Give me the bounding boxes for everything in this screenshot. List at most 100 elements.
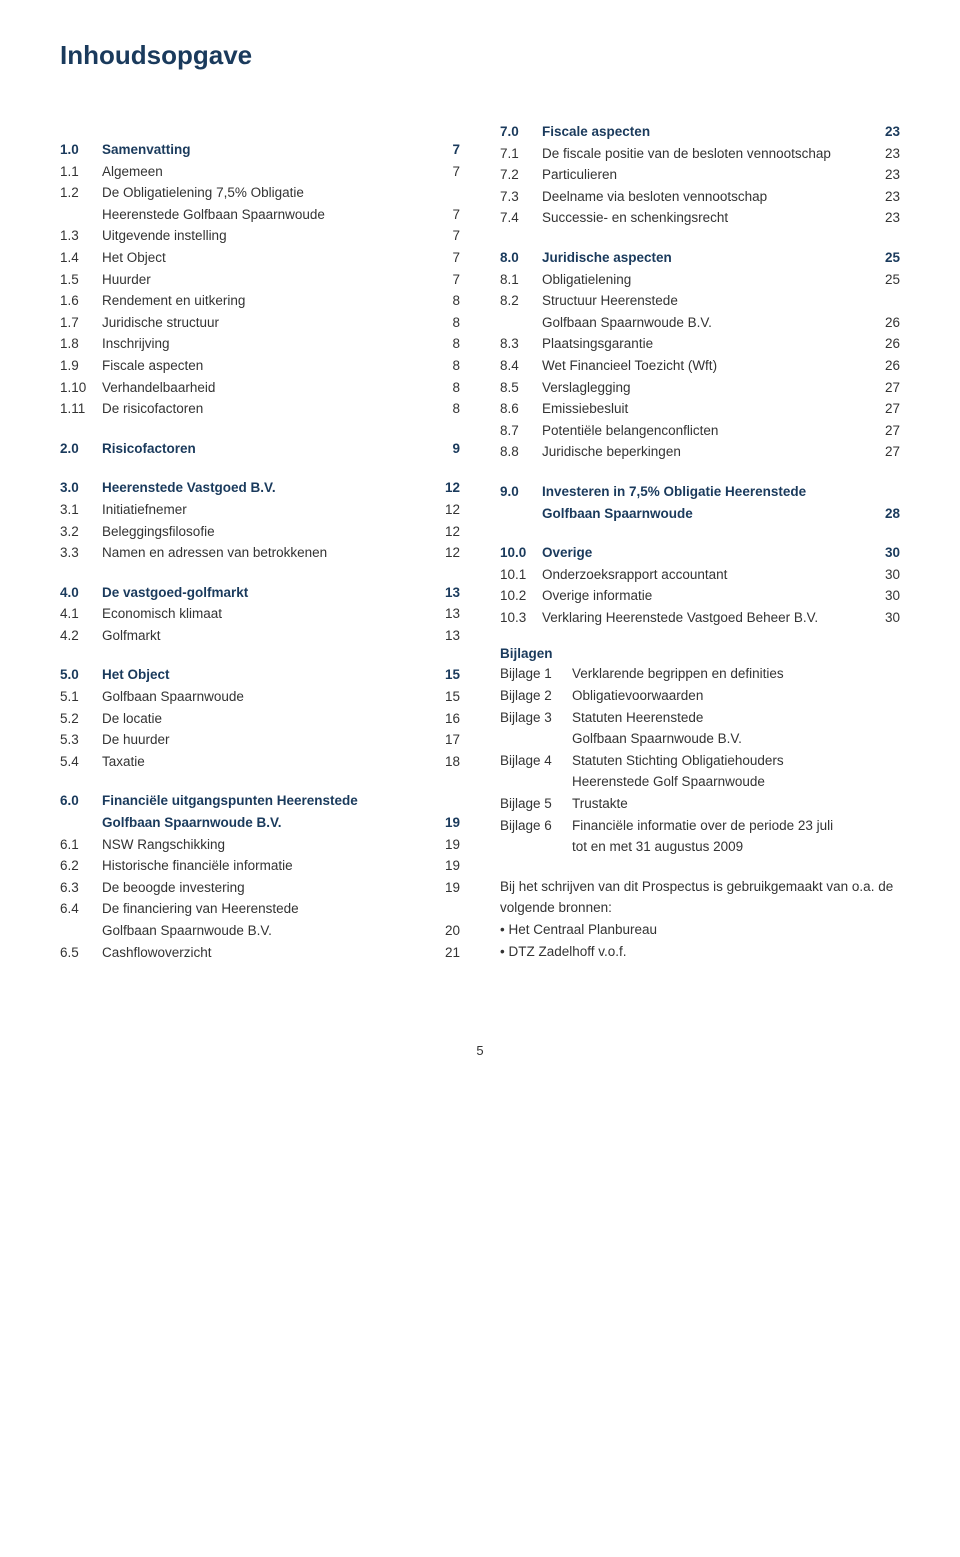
toc-entry-row: 1.6Rendement en uitkering8 [60, 290, 460, 312]
bijlage-number: Bijlage 6 [500, 815, 572, 837]
toc-label: Golfbaan Spaarnwoude [542, 503, 876, 525]
toc-number: 1.9 [60, 355, 102, 377]
toc-label: Emissiebesluit [542, 398, 876, 420]
toc-number: 1.0 [60, 139, 102, 161]
toc-page: 25 [876, 247, 900, 269]
bijlage-row: Bijlage 3Statuten Heerenstede [500, 707, 900, 729]
toc-label: Verslaglegging [542, 377, 876, 399]
toc-page: 27 [876, 398, 900, 420]
toc-page: 8 [436, 290, 460, 312]
toc-label: Taxatie [102, 751, 436, 773]
toc-entry-row: 4.1Economisch klimaat13 [60, 603, 460, 625]
toc-number: 5.2 [60, 708, 102, 730]
toc-entry-row: 5.3De huurder17 [60, 729, 460, 751]
toc-entry-row: 1.3Uitgevende instelling7 [60, 225, 460, 247]
toc-section-row: 8.0Juridische aspecten25 [500, 247, 900, 269]
toc-label: De vastgoed-golfmarkt [102, 582, 436, 604]
toc-entry-row: 8.2Structuur Heerenstede [500, 290, 900, 312]
toc-section-row: 9.0Investeren in 7,5% Obligatie Heerenst… [500, 481, 900, 503]
toc-number: 5.4 [60, 751, 102, 773]
toc-label: Cashflowoverzicht [102, 942, 436, 964]
toc-number: 3.2 [60, 521, 102, 543]
toc-page: 23 [876, 143, 900, 165]
bijlage-row: tot en met 31 augustus 2009 [500, 836, 900, 858]
toc-section-row: 7.0Fiscale aspecten23 [500, 121, 900, 143]
toc-label: Initiatiefnemer [102, 499, 436, 521]
bijlage-number: Bijlage 4 [500, 750, 572, 772]
bijlage-number [500, 728, 572, 750]
toc-section-row: 5.0Het Object15 [60, 664, 460, 686]
toc-entry-row: 7.4Successie- en schenkingsrecht23 [500, 207, 900, 229]
toc-number: 8.8 [500, 441, 542, 463]
toc-label: Samenvatting [102, 139, 436, 161]
toc-number: 1.4 [60, 247, 102, 269]
toc-label: Heerenstede Vastgoed B.V. [102, 477, 436, 499]
toc-entry-row: 5.4Taxatie18 [60, 751, 460, 773]
toc-section-row: 10.0Overige30 [500, 542, 900, 564]
toc-entry-row: 8.3Plaatsingsgarantie26 [500, 333, 900, 355]
toc-page: 28 [876, 503, 900, 525]
toc-label: De risicofactoren [102, 398, 436, 420]
toc-label: Beleggingsfilosofie [102, 521, 436, 543]
toc-number: 1.8 [60, 333, 102, 355]
toc-entry-row: 8.4Wet Financieel Toezicht (Wft)26 [500, 355, 900, 377]
toc-number: 10.3 [500, 607, 542, 629]
toc-page: 23 [876, 186, 900, 208]
toc-number: 9.0 [500, 481, 542, 503]
toc-label: Historische financiële informatie [102, 855, 436, 877]
toc-number: 5.3 [60, 729, 102, 751]
toc-entry-row: 10.2Overige informatie30 [500, 585, 900, 607]
toc-label: Golfbaan Spaarnwoude [102, 686, 436, 708]
toc-page: 12 [436, 477, 460, 499]
toc-label: De locatie [102, 708, 436, 730]
toc-entry-row: Heerenstede Golfbaan Spaarnwoude7 [60, 204, 460, 226]
toc-entry-row: 7.2Particulieren23 [500, 164, 900, 186]
toc-entry-row: 1.9Fiscale aspecten8 [60, 355, 460, 377]
toc-page: 13 [436, 603, 460, 625]
bijlage-row: Golfbaan Spaarnwoude B.V. [500, 728, 900, 750]
bijlage-number: Bijlage 5 [500, 793, 572, 815]
bijlage-label: Trustakte [572, 793, 900, 815]
toc-entry-row: 1.10Verhandelbaarheid8 [60, 377, 460, 399]
toc-page: 15 [436, 664, 460, 686]
toc-number: 8.7 [500, 420, 542, 442]
toc-number: 6.4 [60, 898, 102, 920]
toc-entry-row: 4.2Golfmarkt13 [60, 625, 460, 647]
toc-entry-row: Golfbaan Spaarnwoude B.V.26 [500, 312, 900, 334]
bijlage-row: Bijlage 2Obligatievoorwaarden [500, 685, 900, 707]
toc-number: 6.2 [60, 855, 102, 877]
toc-page: 26 [876, 355, 900, 377]
bijlage-label: Financiële informatie over de periode 23… [572, 815, 900, 837]
toc-number: 6.0 [60, 790, 102, 812]
toc-label: Particulieren [542, 164, 876, 186]
toc-entry-row: 10.1Onderzoeksrapport accountant30 [500, 564, 900, 586]
toc-label: NSW Rangschikking [102, 834, 436, 856]
toc-page: 18 [436, 751, 460, 773]
toc-label: Fiscale aspecten [542, 121, 876, 143]
toc-entry-row: 1.2De Obligatielening 7,5% Obligatie [60, 182, 460, 204]
toc-number: 5.0 [60, 664, 102, 686]
toc-page: 8 [436, 312, 460, 334]
toc-number: 8.5 [500, 377, 542, 399]
toc-entry-row: 3.2Beleggingsfilosofie12 [60, 521, 460, 543]
toc-number: 4.1 [60, 603, 102, 625]
toc-number: 8.1 [500, 269, 542, 291]
toc-number: 1.6 [60, 290, 102, 312]
toc-section-row: 1.0Samenvatting7 [60, 139, 460, 161]
toc-page: 19 [436, 855, 460, 877]
toc-label: Golfmarkt [102, 625, 436, 647]
toc-page: 23 [876, 121, 900, 143]
bijlage-row: Bijlage 6Financiële informatie over de p… [500, 815, 900, 837]
toc-number: 8.2 [500, 290, 542, 312]
toc-number: 7.0 [500, 121, 542, 143]
toc-number: 1.11 [60, 398, 102, 420]
toc-entry-row: 1.7Juridische structuur8 [60, 312, 460, 334]
toc-entry-row: 6.5Cashflowoverzicht21 [60, 942, 460, 964]
toc-label: Namen en adressen van betrokkenen [102, 542, 436, 564]
toc-label: Potentiële belangenconflicten [542, 420, 876, 442]
toc-label: Overige informatie [542, 585, 876, 607]
toc-label: Golfbaan Spaarnwoude B.V. [102, 812, 436, 834]
toc-section-row: 6.0Financiële uitgangspunten Heerenstede [60, 790, 460, 812]
toc-label: Het Object [102, 247, 436, 269]
toc-label: Plaatsingsgarantie [542, 333, 876, 355]
